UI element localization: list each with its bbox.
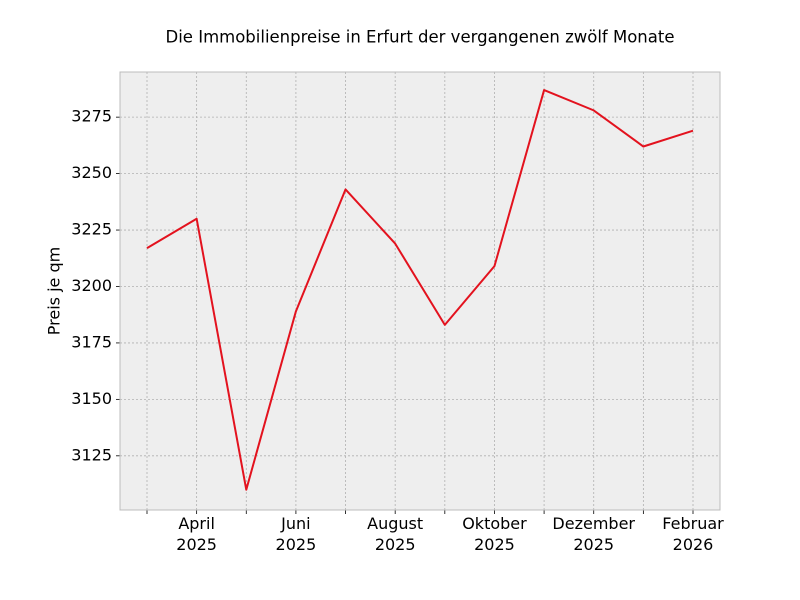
y-axis-label: Preis je qm (45, 247, 64, 335)
plot-area (120, 72, 720, 510)
y-tick-label: 3200 (71, 276, 112, 295)
x-tick-label: Juni 2025 (275, 514, 317, 554)
y-tick-label: 3250 (71, 163, 112, 182)
y-tick-label: 3125 (71, 445, 112, 464)
y-tick-label: 3225 (71, 220, 112, 239)
x-tick-label: Februar 2026 (662, 514, 724, 554)
y-tick-label: 3175 (71, 332, 112, 351)
plot-border (119, 71, 721, 511)
x-tick-label: April 2025 (176, 514, 217, 554)
data-line (146, 89, 694, 491)
x-tick-label: August 2025 (367, 514, 424, 554)
y-tick-label: 3275 (71, 107, 112, 126)
x-tick-label: Oktober 2025 (462, 514, 527, 554)
chart-title: Die Immobilienpreise in Erfurt der verga… (166, 28, 675, 47)
y-tick-label: 3150 (71, 389, 112, 408)
x-tick-label: Dezember 2025 (552, 514, 635, 554)
